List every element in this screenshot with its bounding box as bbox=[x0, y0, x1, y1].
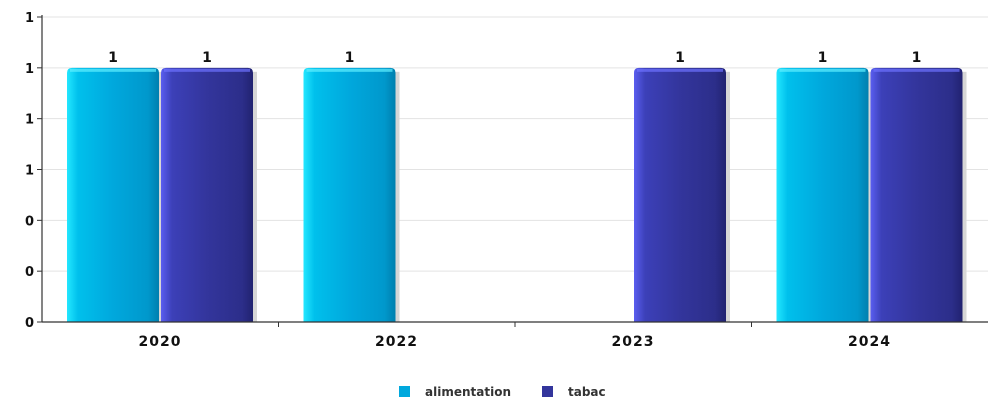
bar-tabac-2020 bbox=[161, 67, 253, 322]
data-label: 1 bbox=[675, 50, 685, 66]
x-tick-label: 2023 bbox=[612, 334, 655, 350]
bar-highlight bbox=[637, 68, 723, 72]
y-tick-label: 0 bbox=[25, 265, 34, 280]
data-label: 1 bbox=[202, 50, 212, 66]
data-label: 1 bbox=[818, 50, 828, 66]
y-tick-label: 0 bbox=[25, 316, 34, 331]
bar-alimentation-2024 bbox=[776, 67, 869, 322]
bar-tabac-2023 bbox=[634, 67, 726, 322]
legend-swatch-alimentation bbox=[399, 386, 410, 397]
x-tick-label: 2022 bbox=[375, 334, 418, 350]
bars bbox=[67, 67, 967, 322]
bar-tabac-2024 bbox=[870, 67, 963, 322]
y-tick-label: 1 bbox=[25, 113, 34, 128]
y-tick-label: 0 bbox=[25, 214, 34, 229]
bar-highlight bbox=[306, 68, 393, 72]
axes bbox=[37, 15, 988, 327]
x-tick-label: 2024 bbox=[848, 334, 891, 350]
bar-alimentation-2022 bbox=[303, 67, 396, 322]
legend-swatch-tabac bbox=[542, 386, 553, 397]
legend-label-tabac: tabac bbox=[568, 385, 606, 399]
bar-highlight bbox=[164, 68, 250, 72]
legend: alimentation tabac bbox=[399, 385, 606, 399]
y-tick-label: 1 bbox=[25, 164, 34, 179]
legend-label-alimentation: alimentation bbox=[425, 385, 511, 399]
labels: 0 0 0 1 1 1 1 1 1 2020 1 2022 1 2023 1 1 2024 bbox=[25, 11, 921, 350]
data-label: 1 bbox=[108, 50, 118, 66]
data-label: 1 bbox=[345, 50, 355, 66]
x-tick-label: 2020 bbox=[139, 334, 182, 350]
data-label: 1 bbox=[912, 50, 922, 66]
y-tick-label: 1 bbox=[25, 11, 34, 26]
bar-alimentation-2020 bbox=[67, 67, 159, 322]
bar-highlight bbox=[779, 68, 866, 72]
bar-highlight bbox=[873, 68, 960, 72]
y-tick-label: 1 bbox=[25, 62, 34, 77]
bar-highlight bbox=[70, 68, 156, 72]
